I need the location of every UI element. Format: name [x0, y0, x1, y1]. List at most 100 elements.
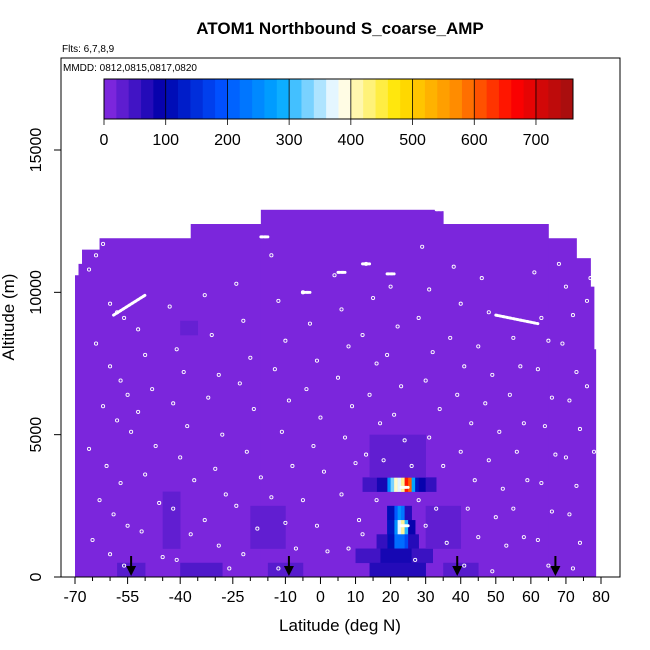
- flight-track-point-154: [546, 338, 551, 343]
- heatmap-cell-37: [162, 491, 181, 549]
- colorbar-swatch-34: [523, 79, 537, 119]
- x-tick-label-13: 80: [592, 589, 610, 606]
- y-axis-label: Altitude (m): [0, 274, 18, 361]
- flight-track-point-151: [521, 535, 526, 540]
- flight-track-point-167: [574, 369, 579, 375]
- flight-track-point-104: [385, 352, 390, 358]
- flight-track-point-23: [143, 352, 148, 358]
- heatmap-cell-9: [418, 477, 426, 492]
- flight-track-point-153: [539, 315, 544, 321]
- flight-track-point-69: [283, 520, 288, 525]
- flight-track-point-155: [535, 367, 540, 372]
- flight-track-point-29: [139, 529, 144, 534]
- flight-track-point-83: [339, 307, 344, 312]
- flight-track-point-40: [174, 557, 179, 562]
- flight-track-point-173: [577, 540, 583, 545]
- flight-track-point-170: [563, 455, 568, 460]
- heatmap-cell-30: [411, 548, 433, 564]
- flight-track-point-31: [167, 304, 172, 309]
- heatmap-column-9: [590, 286, 595, 578]
- flight-track-point-94: [360, 332, 365, 338]
- flight-track-point-161: [535, 537, 540, 543]
- flight-track-point-139: [486, 458, 491, 463]
- y-tick-label-2: 10000: [28, 270, 45, 315]
- heatmap-cell-36: [443, 562, 479, 578]
- flight-track-point-127: [469, 421, 474, 426]
- heatmap-cell-40: [425, 505, 462, 549]
- heatmap-cell-14: [397, 505, 402, 521]
- flight-track-point-137: [483, 401, 488, 406]
- heatmap-column-5: [260, 209, 444, 578]
- flight-track-point-108: [409, 463, 414, 469]
- flight-track-point-98: [364, 452, 369, 457]
- flight-track-point-16: [97, 498, 102, 503]
- flight-track-point-110: [423, 523, 428, 528]
- flight-track-point-125: [462, 364, 467, 369]
- flight-track-point-64: [272, 367, 277, 372]
- flight-track-point-177: [584, 298, 590, 303]
- flight-track-point-168: [567, 398, 572, 403]
- heatmap-cell-22: [387, 520, 395, 535]
- colorbar-swatch-8: [202, 79, 216, 119]
- heatmap-cell-19: [397, 520, 402, 535]
- flight-track-point-32: [174, 347, 179, 352]
- flight-track-point-172: [567, 512, 572, 517]
- flight-track-point-140: [500, 486, 505, 491]
- flight-track-point-107: [402, 438, 407, 443]
- flight-track-point-35: [185, 424, 190, 429]
- flight-track-point-103: [395, 324, 400, 329]
- arrow-head-1: [283, 566, 294, 576]
- flight-track-point-145: [518, 364, 523, 369]
- flight-track-point-131: [476, 535, 481, 540]
- flight-track-point-159: [539, 481, 544, 486]
- flight-track-point-19: [90, 537, 95, 543]
- flights-note: Flts: 6,7,8,9: [62, 44, 115, 55]
- heatmap-cell-23: [408, 520, 416, 535]
- colorbar-swatch-23: [387, 79, 401, 119]
- flight-track-point-59: [255, 526, 260, 531]
- flight-track-point-123: [458, 301, 463, 306]
- heatmap-cell-15: [401, 505, 405, 521]
- flight-track-point-99: [381, 458, 386, 463]
- flight-track-point-157: [542, 424, 547, 429]
- flight-track-point-112: [420, 244, 425, 249]
- colorbar-swatch-28: [449, 79, 463, 119]
- flight-track-point-26: [153, 444, 158, 449]
- x-tick-label-8: 30: [417, 589, 435, 606]
- flight-track-point-62: [276, 298, 281, 303]
- heatmap-cell-11: [376, 477, 388, 492]
- flight-track-point-164: [563, 284, 568, 289]
- flight-track-point-122: [451, 264, 456, 269]
- colorbar-swatch-27: [437, 79, 450, 119]
- flight-track-point-88: [353, 461, 358, 466]
- flight-track-point-126: [455, 392, 460, 397]
- colorbar-frame: [103, 78, 574, 120]
- flight-track-point-96: [367, 392, 372, 397]
- x-tick-label-10: 50: [487, 589, 505, 606]
- heatmap-cell-28: [408, 534, 419, 549]
- heatmap-cell-32: [369, 562, 426, 578]
- flight-track-point-77: [311, 444, 316, 449]
- heatmap-cell-2: [394, 477, 398, 492]
- flight-track-point-78: [321, 469, 327, 474]
- heatmap-column-0: [75, 275, 79, 578]
- colorbar-tick-label-6: 600: [461, 132, 488, 149]
- x-tick-label-4: -10: [274, 589, 297, 606]
- flight-track-point-175: [581, 253, 586, 258]
- flight-track-point-156: [549, 395, 554, 400]
- colorbar-swatch-25: [412, 79, 426, 119]
- heatmap-cell-0: [387, 477, 391, 492]
- flight-track-point-30: [160, 555, 165, 560]
- flight-track-point-63: [283, 338, 288, 343]
- flight-track-point-178: [591, 449, 597, 454]
- heatmap-plot-area: [75, 208, 597, 578]
- flight-track-point-47: [223, 492, 228, 497]
- flight-track-point-113: [427, 287, 432, 292]
- flight-track-point-120: [434, 506, 439, 511]
- heatmap-cell-16: [387, 505, 395, 521]
- flight-track-point-58: [234, 503, 239, 508]
- flight-track-point-80: [314, 523, 320, 528]
- flight-track-point-22: [136, 327, 141, 332]
- colorbar-tick-label-3: 300: [276, 132, 303, 149]
- colorbar-swatch-31: [486, 79, 500, 119]
